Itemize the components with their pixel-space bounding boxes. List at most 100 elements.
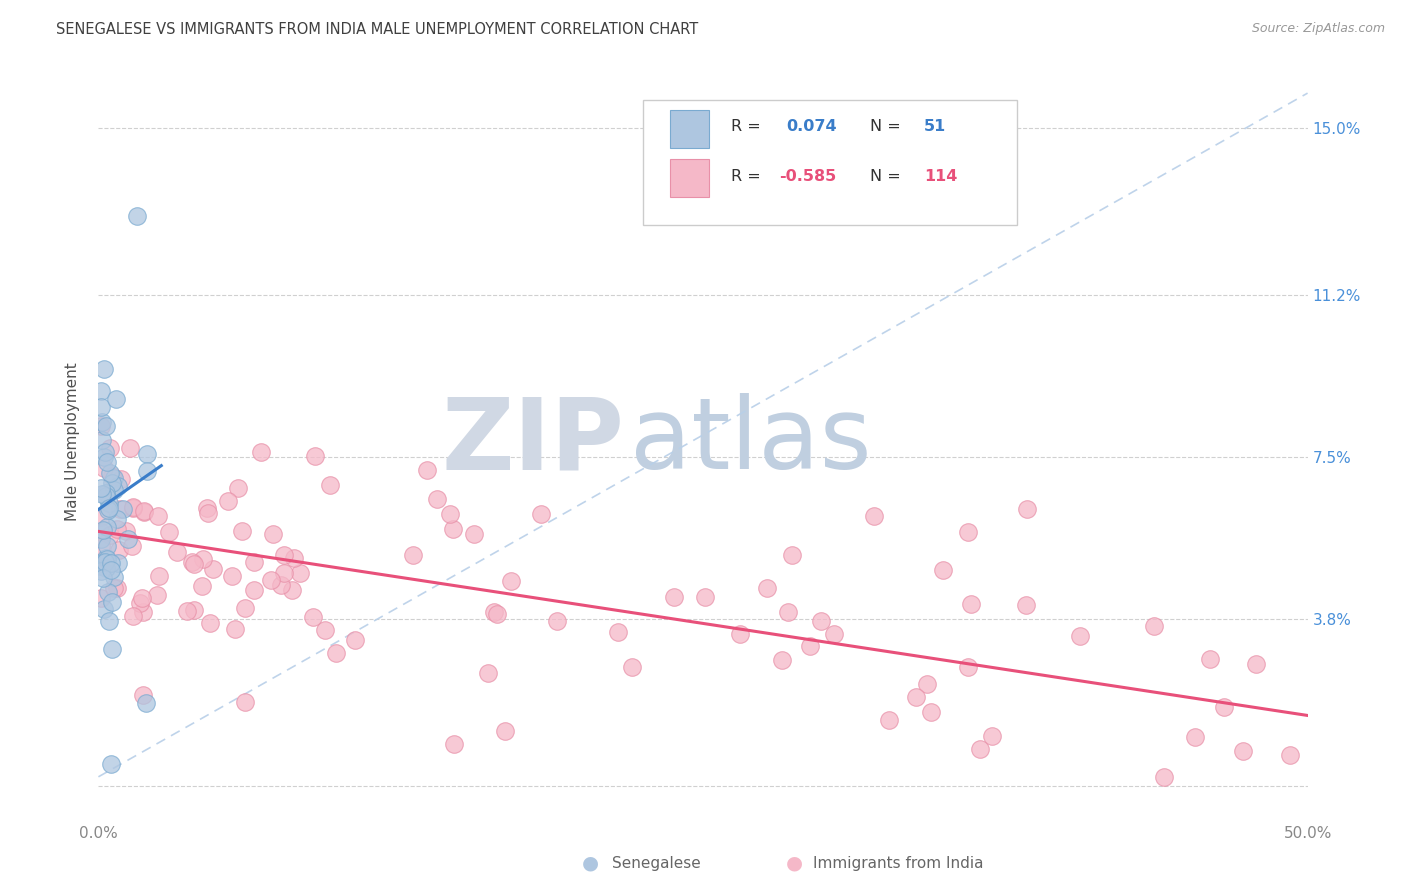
Point [1198, 652, 1220, 666]
Point [93, 461, 115, 475]
Point [1232, 744, 1254, 758]
Point [90, 524, 112, 539]
Y-axis label: Male Unemployment: Male Unemployment [65, 362, 80, 521]
Point [103, 581, 125, 595]
Point [231, 524, 253, 539]
Point [105, 392, 128, 406]
Text: Immigrants from India: Immigrants from India [813, 856, 983, 871]
Point [662, 590, 685, 604]
Point [980, 729, 1002, 743]
Point [90, 415, 112, 429]
Text: 0.074: 0.074 [786, 120, 837, 135]
Point [94, 555, 117, 569]
Point [607, 625, 630, 640]
Point [100, 556, 122, 570]
Text: 51: 51 [924, 120, 946, 135]
Point [91, 523, 114, 537]
Text: SENEGALESE VS IMMIGRANTS FROM INDIA MALE UNEMPLOYMENT CORRELATION CHART: SENEGALESE VS IMMIGRANTS FROM INDIA MALE… [56, 22, 699, 37]
Point [90, 384, 112, 398]
Point [810, 614, 832, 628]
Point [98, 495, 121, 509]
Point [782, 548, 804, 562]
Point [107, 478, 129, 492]
Point [181, 555, 204, 569]
Point [439, 507, 461, 521]
Point [956, 660, 979, 674]
Point [823, 627, 845, 641]
Point [477, 666, 499, 681]
Text: 114: 114 [924, 169, 957, 184]
Bar [671, 160, 709, 197]
Point [101, 476, 124, 491]
Point [134, 503, 156, 517]
Point [932, 564, 955, 578]
Point [94, 489, 117, 503]
Text: N =: N = [870, 169, 905, 184]
Point [100, 642, 122, 657]
Point [90, 434, 112, 448]
Point [224, 622, 246, 636]
Point [90, 419, 112, 434]
Point [1069, 629, 1091, 643]
Point [125, 209, 148, 223]
Point [243, 582, 266, 597]
Point [135, 447, 157, 461]
Text: N =: N = [870, 120, 905, 135]
Point [249, 445, 271, 459]
Point [120, 441, 142, 455]
Point [755, 581, 778, 595]
Point [273, 549, 295, 563]
Point [103, 470, 125, 484]
Point [131, 591, 153, 605]
Point [416, 463, 439, 477]
Point [226, 481, 249, 495]
Point [343, 633, 366, 648]
Point [183, 603, 205, 617]
Point [122, 609, 145, 624]
Point [97, 614, 120, 628]
Point [920, 705, 942, 719]
Point [441, 522, 464, 536]
Point [183, 557, 205, 571]
Point [501, 574, 523, 589]
Point [262, 526, 284, 541]
Point [90, 591, 112, 605]
Point [135, 696, 157, 710]
Point [1212, 700, 1234, 714]
Point [103, 569, 125, 583]
Point [190, 579, 212, 593]
Text: Source: ZipAtlas.com: Source: ZipAtlas.com [1251, 22, 1385, 36]
Point [90, 481, 112, 495]
Point [96, 551, 118, 566]
Point [221, 568, 243, 582]
Point [546, 614, 568, 628]
Point [443, 738, 465, 752]
Point [176, 604, 198, 618]
Point [233, 601, 256, 615]
Point [103, 483, 125, 497]
Point [91, 571, 114, 585]
Point [97, 584, 120, 599]
Point [146, 588, 169, 602]
Point [100, 468, 122, 483]
Point [314, 623, 336, 637]
Point [94, 419, 117, 434]
Point [132, 688, 155, 702]
Point [148, 569, 170, 583]
Text: R =: R = [731, 169, 766, 184]
FancyBboxPatch shape [643, 101, 1018, 226]
Point [111, 501, 134, 516]
Point [1278, 747, 1301, 762]
Point [96, 455, 118, 469]
Point [776, 605, 799, 619]
Point [319, 477, 342, 491]
Point [959, 597, 981, 611]
Point [128, 596, 150, 610]
Point [304, 450, 326, 464]
Text: ●: ● [582, 854, 599, 873]
Point [110, 472, 132, 486]
Point [485, 607, 508, 622]
Point [105, 581, 128, 595]
Text: ●: ● [786, 854, 803, 873]
Point [100, 466, 122, 480]
